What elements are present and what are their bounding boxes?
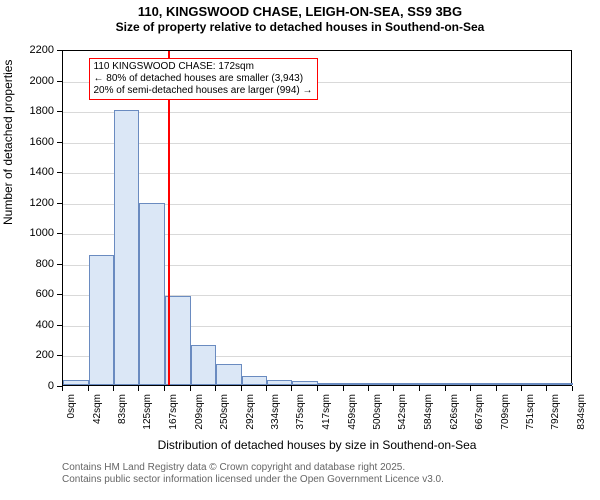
xtick-label: 334sqm [270, 394, 281, 454]
histogram-bar [63, 380, 89, 385]
chart-container: 110, KINGSWOOD CHASE, LEIGH-ON-SEA, SS9 … [0, 0, 600, 500]
xtick-mark [317, 386, 318, 391]
xtick-label: 125sqm [142, 394, 153, 454]
ytick-label: 1400 [14, 166, 54, 178]
footer-line2: Contains public sector information licen… [62, 474, 444, 486]
xtick-label: 209sqm [194, 394, 205, 454]
xtick-mark [343, 386, 344, 391]
xtick-mark [164, 386, 165, 391]
ytick-label: 2200 [14, 44, 54, 56]
ytick-label: 600 [14, 288, 54, 300]
xtick-mark [496, 386, 497, 391]
xtick-label: 375sqm [295, 394, 306, 454]
xtick-mark [113, 386, 114, 391]
xtick-mark [291, 386, 292, 391]
xtick-mark [368, 386, 369, 391]
histogram-bar [292, 381, 318, 385]
histogram-bar [242, 376, 268, 385]
histogram-bar [191, 345, 216, 385]
xtick-label: 834sqm [576, 394, 587, 454]
footer-note: Contains HM Land Registry data © Crown c… [62, 462, 444, 486]
plot-area: 110 KINGSWOOD CHASE: 172sqm← 80% of deta… [62, 50, 572, 386]
ytick-mark [57, 111, 62, 112]
xtick-label: 500sqm [372, 394, 383, 454]
chart-title-line2: Size of property relative to detached ho… [0, 20, 600, 35]
histogram-bar [394, 383, 420, 385]
marker-line [168, 51, 170, 385]
xtick-mark [393, 386, 394, 391]
histogram-bar [420, 383, 446, 385]
histogram-bar [318, 383, 344, 385]
histogram-bar [139, 203, 165, 385]
histogram-bar [522, 383, 547, 385]
xtick-label: 667sqm [474, 394, 485, 454]
xtick-mark [190, 386, 191, 391]
xtick-label: 792sqm [550, 394, 561, 454]
footer-line1: Contains HM Land Registry data © Crown c… [62, 462, 444, 474]
xtick-mark [215, 386, 216, 391]
xtick-label: 292sqm [245, 394, 256, 454]
callout-line: ← 80% of detached houses are smaller (3,… [94, 73, 313, 85]
ytick-label: 400 [14, 319, 54, 331]
xtick-label: 584sqm [423, 394, 434, 454]
xtick-label: 83sqm [117, 394, 128, 454]
ytick-label: 1200 [14, 197, 54, 209]
histogram-bar [114, 110, 140, 385]
xtick-label: 417sqm [321, 394, 332, 454]
ytick-label: 1000 [14, 227, 54, 239]
histogram-bar [497, 383, 523, 385]
histogram-bar [216, 364, 242, 385]
ytick-mark [57, 142, 62, 143]
xtick-mark [470, 386, 471, 391]
ytick-label: 1600 [14, 136, 54, 148]
ytick-mark [57, 264, 62, 265]
ytick-label: 2000 [14, 75, 54, 87]
xtick-label: 0sqm [66, 394, 77, 454]
ytick-mark [57, 172, 62, 173]
histogram-bar [369, 383, 395, 385]
xtick-label: 751sqm [525, 394, 536, 454]
histogram-bar [267, 380, 292, 385]
ytick-mark [57, 50, 62, 51]
callout-box: 110 KINGSWOOD CHASE: 172sqm← 80% of deta… [89, 58, 318, 100]
histogram-bar [471, 383, 497, 385]
xtick-mark [419, 386, 420, 391]
ytick-label: 200 [14, 349, 54, 361]
xtick-mark [521, 386, 522, 391]
x-axis-title: Distribution of detached houses by size … [62, 438, 572, 452]
ytick-mark [57, 325, 62, 326]
xtick-mark [88, 386, 89, 391]
ytick-mark [57, 294, 62, 295]
xtick-label: 250sqm [219, 394, 230, 454]
ytick-mark [57, 233, 62, 234]
xtick-label: 709sqm [500, 394, 511, 454]
xtick-label: 459sqm [347, 394, 358, 454]
histogram-bar [547, 383, 573, 385]
xtick-mark [546, 386, 547, 391]
xtick-mark [62, 386, 63, 391]
xtick-label: 542sqm [397, 394, 408, 454]
xtick-mark [241, 386, 242, 391]
ytick-mark [57, 81, 62, 82]
title-area: 110, KINGSWOOD CHASE, LEIGH-ON-SEA, SS9 … [0, 0, 600, 35]
ytick-mark [57, 355, 62, 356]
chart-title-line1: 110, KINGSWOOD CHASE, LEIGH-ON-SEA, SS9 … [0, 4, 600, 20]
ytick-label: 0 [14, 380, 54, 392]
xtick-mark [138, 386, 139, 391]
histogram-bar [344, 383, 369, 385]
ytick-label: 800 [14, 258, 54, 270]
xtick-label: 42sqm [92, 394, 103, 454]
histogram-bar [89, 255, 114, 385]
callout-line: 110 KINGSWOOD CHASE: 172sqm [94, 61, 313, 73]
xtick-mark [445, 386, 446, 391]
xtick-label: 167sqm [168, 394, 179, 454]
callout-line: 20% of semi-detached houses are larger (… [94, 85, 313, 97]
histogram-bar [446, 383, 471, 385]
y-axis-label: Number of detached properties [1, 209, 15, 225]
xtick-mark [572, 386, 573, 391]
ytick-mark [57, 203, 62, 204]
xtick-label: 626sqm [449, 394, 460, 454]
ytick-label: 1800 [14, 105, 54, 117]
xtick-mark [266, 386, 267, 391]
